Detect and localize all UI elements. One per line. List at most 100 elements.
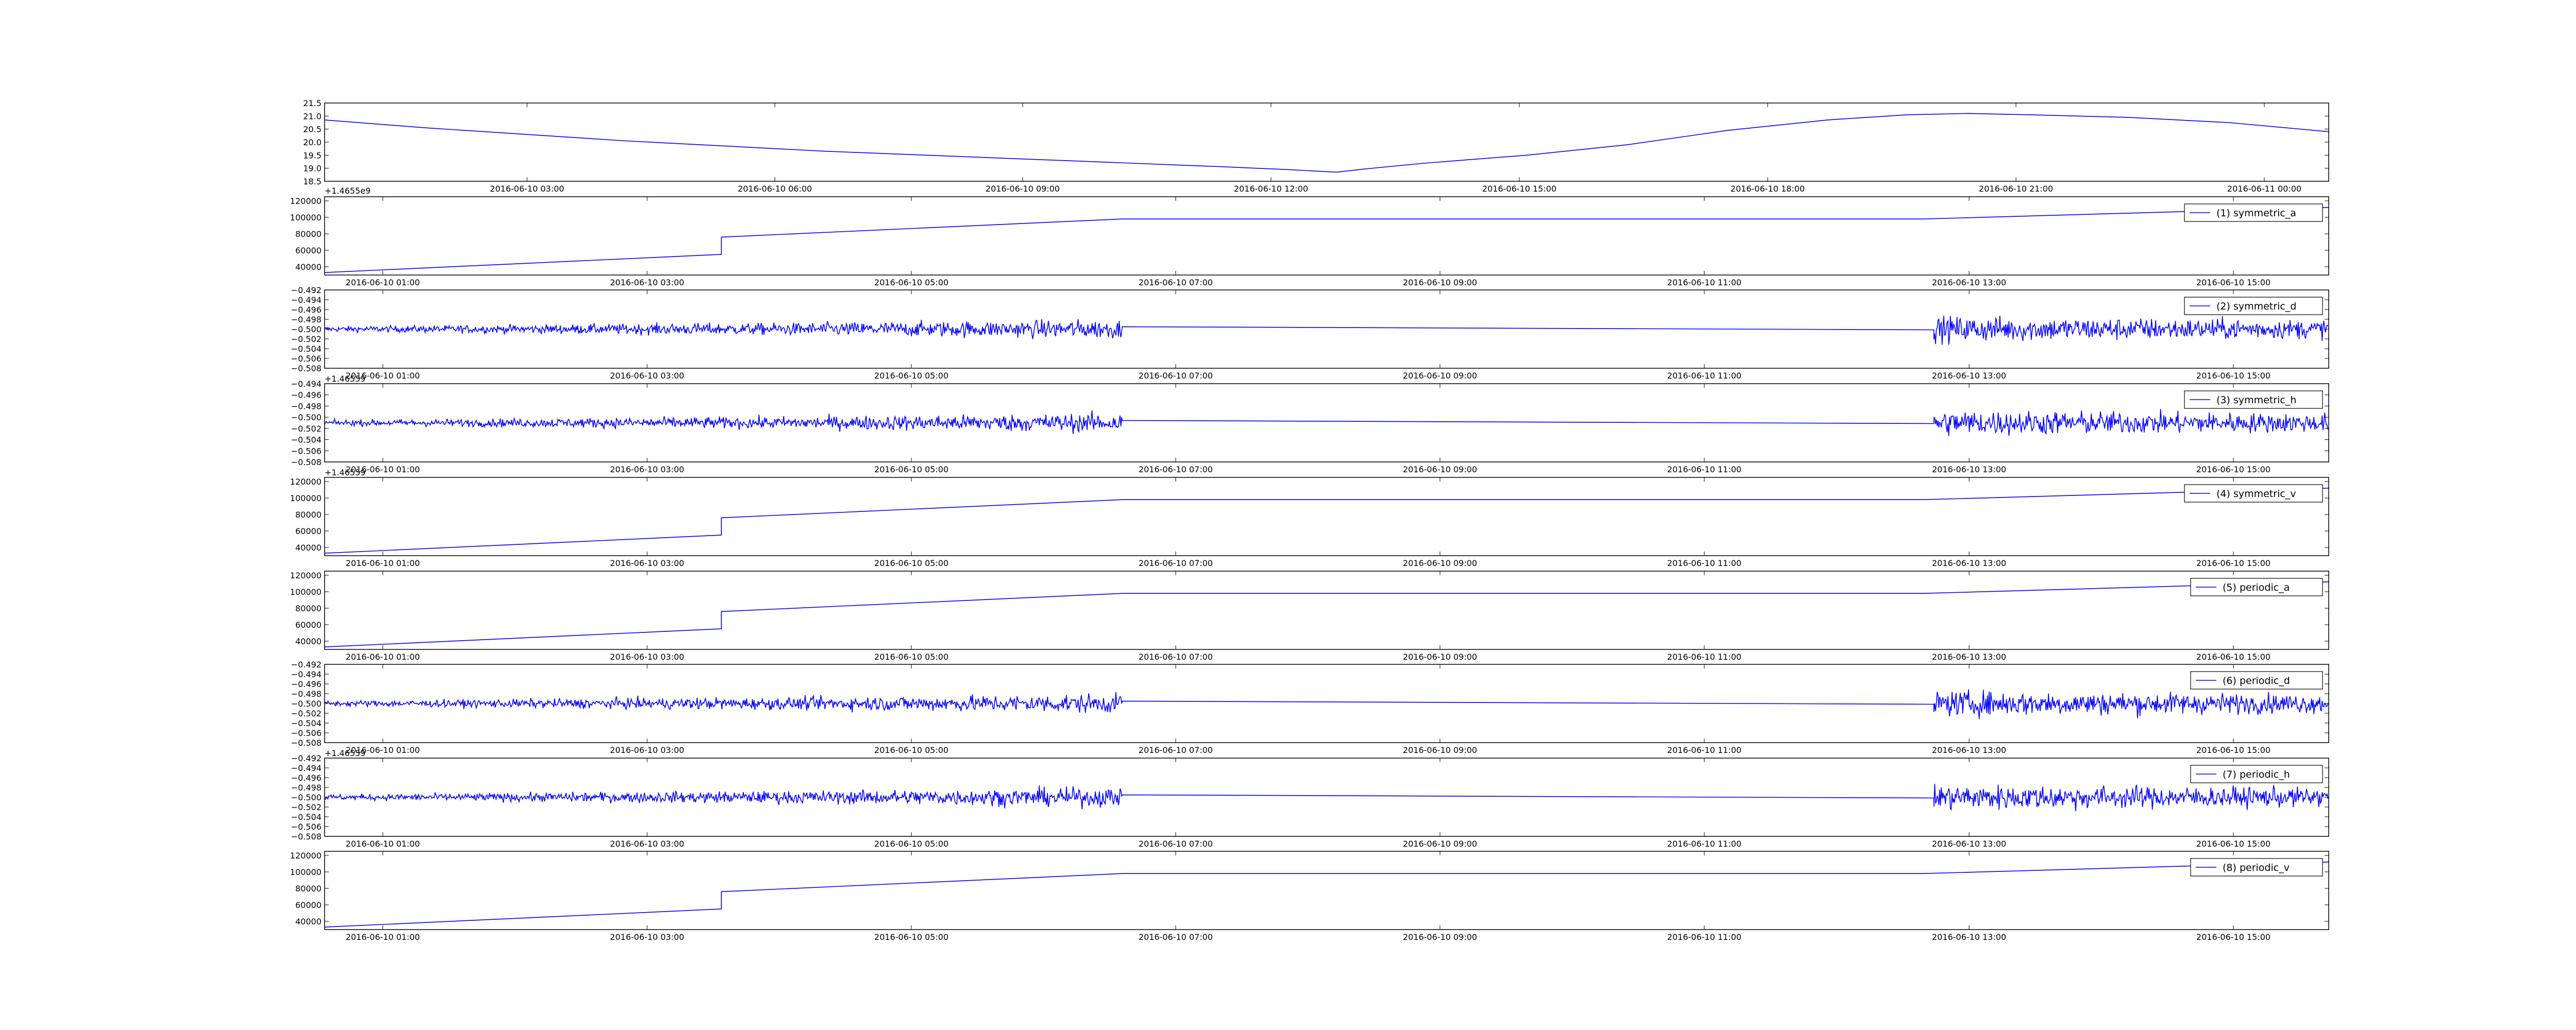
- y-tick-label: 80000: [295, 229, 321, 239]
- y-tick-label: −0.494: [291, 763, 321, 773]
- series-line-5: [325, 581, 2329, 647]
- y-tick-label: 60000: [295, 900, 321, 910]
- plot-frame-8: [324, 851, 2329, 930]
- x-tick-label: 2016-06-10 05:00: [874, 371, 948, 381]
- y-tick-label: −0.498: [291, 689, 321, 699]
- y-tick-label: −0.492: [291, 285, 321, 295]
- x-tick-label: 2016-06-10 12:00: [1234, 184, 1308, 194]
- y-tick-label: −0.506: [291, 822, 321, 832]
- legend-2: (2) symmetric_d: [2184, 297, 2323, 315]
- series-line-7: [325, 784, 2329, 812]
- y-tick-label: −0.500: [291, 793, 321, 802]
- chart-panel-5: 40000 60000 80000 100000 120000 2016-06-10 01…: [290, 571, 2329, 662]
- y-tick-label: 40000: [295, 637, 321, 646]
- x-tick-label: 2016-06-10 09:00: [1403, 558, 1477, 568]
- plot-frame-5: [324, 571, 2329, 650]
- y-tick-label: 18.5: [303, 177, 321, 186]
- x-tick-label: 2016-06-10 21:00: [1979, 184, 2053, 194]
- x-tick-label: 2016-06-10 18:00: [1731, 184, 1805, 194]
- x-tick-label: 2016-06-10 05:00: [874, 465, 948, 474]
- x-tick-label: 2016-06-10 15:00: [2196, 465, 2270, 474]
- legend-label: (8) periodic_v: [2223, 862, 2290, 873]
- plot-frame-4: [324, 477, 2329, 556]
- x-tick-label: 2016-06-10 01:00: [346, 558, 420, 568]
- y-tick-label: −0.498: [291, 315, 321, 324]
- x-tick-label: 2016-06-10 15:00: [2196, 652, 2270, 662]
- legend-1: (1) symmetric_a: [2184, 203, 2323, 222]
- x-tick-label: 2016-06-10 13:00: [1932, 558, 2006, 568]
- x-tick-label: 2016-06-10 05:00: [874, 745, 948, 755]
- x-tick-label: 2016-06-10 03:00: [610, 745, 684, 755]
- x-tick-label: 2016-06-10 03:00: [610, 932, 684, 942]
- series-line-6: [325, 689, 2329, 719]
- legend-5: (5) periodic_a: [2190, 578, 2323, 596]
- chart-panel-0: 18.5 19.0 19.5 20.0 20.5 21.0 21.5 2016-06-10 0…: [303, 98, 2329, 196]
- y-tick-label: −0.502: [291, 802, 321, 812]
- axis-offset-label: +1.46559: [325, 748, 366, 758]
- series-line-0: [325, 113, 2329, 173]
- y-tick-label: −0.494: [291, 295, 321, 305]
- x-tick-label: 2016-06-10 09:00: [986, 184, 1060, 194]
- x-tick-label: 2016-06-10 15:00: [2196, 932, 2270, 942]
- axis-offset-label: +1.4655e9: [325, 186, 370, 196]
- y-tick-label: −0.506: [291, 354, 321, 364]
- y-tick-label: 21.0: [303, 111, 321, 121]
- x-tick-label: 2016-06-10 11:00: [1667, 278, 1741, 287]
- x-tick-label: 2016-06-10 06:00: [738, 184, 812, 194]
- x-tick-label: 2016-06-10 03:00: [610, 465, 684, 474]
- x-tick-label: 2016-06-10 15:00: [2196, 558, 2270, 568]
- x-tick-label: 2016-06-10 11:00: [1667, 745, 1741, 755]
- x-tick-label: 2016-06-10 07:00: [1139, 839, 1213, 849]
- x-tick-label: 2016-06-10 07:00: [1139, 932, 1213, 942]
- legend-label: (3) symmetric_h: [2216, 394, 2296, 406]
- y-tick-label: −0.496: [291, 305, 321, 315]
- y-tick-label: 60000: [295, 620, 321, 630]
- y-tick-label: 120000: [290, 851, 321, 861]
- y-tick-label: −0.502: [291, 709, 321, 718]
- y-tick-label: 60000: [295, 246, 321, 255]
- x-tick-label: 2016-06-10 13:00: [1932, 652, 2006, 662]
- plot-frame-3: [324, 383, 2329, 462]
- x-tick-label: 2016-06-10 03:00: [610, 652, 684, 662]
- x-tick-label: 2016-06-10 15:00: [2196, 371, 2270, 381]
- legend-label: (1) symmetric_a: [2216, 208, 2296, 219]
- y-tick-label: −0.502: [291, 334, 321, 344]
- y-tick-label: −0.500: [291, 413, 321, 422]
- x-tick-label: 2016-06-10 13:00: [1932, 932, 2006, 942]
- legend-label: (5) periodic_a: [2223, 582, 2290, 593]
- x-tick-label: 2016-06-10 05:00: [874, 278, 948, 287]
- chart-panel-7: −0.508−0.506−0.504−0.502−0.500−0.498−0.4…: [291, 748, 2329, 849]
- y-tick-label: 19.5: [303, 150, 321, 160]
- x-tick-label: 2016-06-10 11:00: [1667, 371, 1741, 381]
- y-tick-label: −0.508: [291, 738, 321, 748]
- axis-offset-label: +1.46559: [325, 374, 366, 384]
- chart-panel-1: 40000 60000 80000 100000 120000 2016-06-10 01…: [290, 196, 2329, 287]
- axis-offset-label: +1.46559: [325, 468, 366, 477]
- legend-6: (6) periodic_d: [2190, 671, 2323, 690]
- x-tick-label: 2016-06-10 11:00: [1667, 465, 1741, 474]
- series-line-4: [325, 488, 2329, 554]
- chart-panel-8: 40000 60000 80000 100000 120000 2016-06-10 01…: [290, 851, 2329, 942]
- y-tick-label: 19.0: [303, 164, 321, 174]
- x-tick-label: 2016-06-10 05:00: [874, 839, 948, 849]
- x-tick-label: 2016-06-10 13:00: [1932, 465, 2006, 474]
- x-tick-label: 2016-06-10 01:00: [346, 371, 420, 381]
- y-tick-label: −0.506: [291, 728, 321, 738]
- x-tick-label: 2016-06-10 11:00: [1667, 932, 1741, 942]
- legend-8: (8) periodic_v: [2190, 858, 2323, 877]
- chart-panel-6: −0.508−0.506−0.504−0.502−0.500−0.498−0.4…: [291, 660, 2329, 755]
- y-tick-label: 20.0: [303, 138, 321, 147]
- x-tick-label: 2016-06-10 11:00: [1667, 652, 1741, 662]
- y-tick-label: 120000: [290, 477, 321, 487]
- chart-panel-2: −0.508−0.506−0.504−0.502−0.500−0.498−0.4…: [291, 285, 2329, 381]
- y-tick-label: 100000: [290, 867, 321, 877]
- legend-7: (7) periodic_h: [2190, 765, 2323, 783]
- y-tick-label: −0.504: [291, 344, 321, 354]
- x-tick-label: 2016-06-10 09:00: [1403, 652, 1477, 662]
- y-tick-label: −0.498: [291, 783, 321, 793]
- legend-label: (2) symmetric_d: [2216, 301, 2296, 312]
- x-tick-label: 2016-06-10 15:00: [1482, 184, 1556, 194]
- y-tick-label: 80000: [295, 884, 321, 894]
